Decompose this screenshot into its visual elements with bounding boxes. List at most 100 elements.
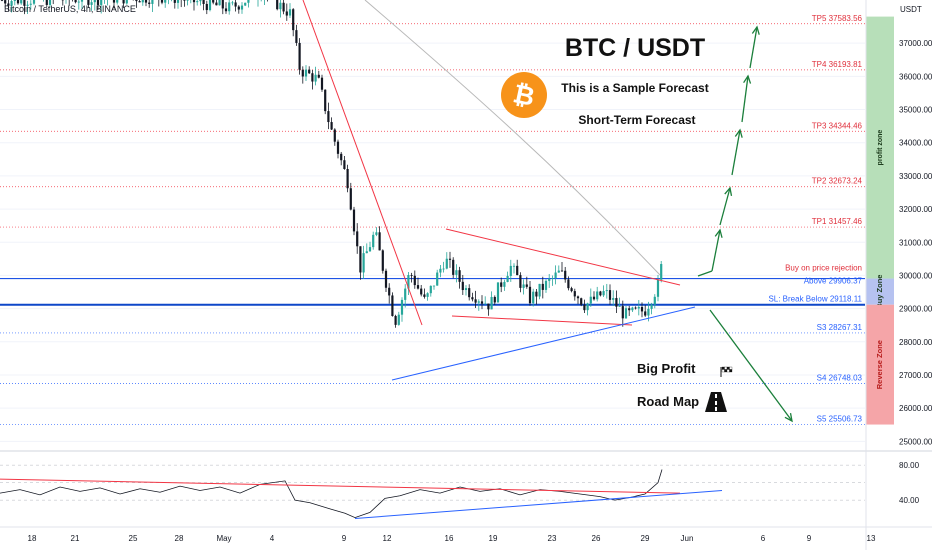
y-tick-label: 30000.00	[899, 271, 932, 280]
candle-body	[199, 0, 201, 1]
candle-body	[580, 298, 582, 305]
candle-body	[593, 297, 595, 300]
roadmap-line-2: Road Map	[637, 394, 699, 409]
x-tick-label: 12	[383, 534, 392, 543]
candle-body	[599, 291, 601, 295]
candle-body	[334, 130, 336, 142]
candle-body	[113, 0, 115, 3]
level-label: TP3 34344.46	[812, 121, 863, 130]
candle-body	[561, 271, 563, 272]
candle-body	[638, 307, 640, 308]
candle-body	[507, 276, 509, 282]
candle-body	[449, 259, 451, 260]
candle-body	[4, 0, 6, 3]
candle-body	[302, 70, 304, 77]
candle-body	[343, 160, 345, 169]
level-label: TP5 37583.56	[812, 14, 863, 23]
candle-body	[14, 0, 16, 1]
candle-body	[289, 9, 291, 15]
candle-body	[612, 298, 614, 300]
indicator-tick-label: 40.00	[899, 496, 920, 505]
candle-body	[145, 0, 147, 3]
flag-cell	[727, 370, 730, 373]
candle-body	[590, 297, 592, 304]
candle-body	[235, 2, 237, 6]
candle-body	[660, 264, 662, 280]
candle-body	[174, 0, 176, 3]
candle-body	[366, 251, 368, 253]
flag-cell	[722, 367, 725, 370]
candle-body	[327, 111, 329, 122]
candle-body	[324, 90, 326, 111]
candle-body	[619, 306, 621, 307]
x-tick-label: 19	[489, 534, 498, 543]
x-tick-label: Jun	[681, 534, 694, 543]
candle-body	[519, 275, 521, 288]
road-marking	[715, 394, 717, 398]
candle-body	[1, 0, 3, 1]
candle-body	[209, 0, 211, 10]
candle-body	[123, 0, 125, 3]
level-label: TP1 31457.46	[812, 217, 863, 226]
candle-body	[94, 0, 96, 2]
candle-body	[414, 276, 416, 285]
y-tick-label: 36000.00	[899, 72, 932, 81]
x-tick-label: 18	[28, 534, 37, 543]
candle-body	[148, 3, 150, 4]
candle-body	[417, 285, 419, 289]
forecast-title: BTC / USDT	[565, 34, 705, 62]
candle-body	[347, 169, 349, 188]
candle-body	[187, 0, 189, 1]
road-marking	[715, 407, 717, 411]
candle-body	[305, 70, 307, 77]
candle-body	[567, 279, 569, 288]
candle-body	[379, 232, 381, 250]
candle-body	[647, 309, 649, 316]
forecast-subtitle-2: Short-Term Forecast	[578, 113, 695, 127]
candle-body	[641, 307, 643, 311]
candle-body	[295, 30, 297, 43]
candle-body	[657, 280, 659, 297]
candle-body	[452, 260, 454, 275]
y-tick-label: 35000.00	[899, 106, 932, 115]
candle-body	[225, 8, 227, 11]
y-tick-label: 32000.00	[899, 205, 932, 214]
flag-cell	[725, 367, 728, 370]
x-tick-label: 21	[71, 534, 80, 543]
candle-body	[283, 3, 285, 12]
candle-body	[455, 270, 457, 275]
currency-label: USDT	[900, 5, 922, 14]
candle-body	[404, 289, 406, 300]
candle-body	[151, 0, 153, 4]
candle-body	[446, 259, 448, 269]
candle-body	[654, 297, 656, 305]
candle-body	[78, 2, 80, 3]
y-tick-label: 29000.00	[899, 305, 932, 314]
candle-body	[315, 75, 317, 82]
candle-body	[382, 250, 384, 270]
candle-body	[644, 311, 646, 315]
candle-body	[484, 304, 486, 305]
candle-body	[494, 297, 496, 302]
zone-label: profit zone	[877, 130, 884, 166]
candle-body	[462, 282, 464, 290]
x-tick-label: 26	[592, 534, 601, 543]
y-tick-label: 28000.00	[899, 338, 932, 347]
candle-body	[398, 315, 400, 325]
x-tick-label: 6	[761, 534, 766, 543]
candle-body	[401, 300, 403, 315]
y-tick-label: 37000.00	[899, 39, 932, 48]
candle-body	[340, 154, 342, 160]
candle-body	[116, 0, 118, 3]
candle-body	[503, 282, 505, 287]
candle-body	[222, 0, 224, 8]
candle-body	[135, 0, 137, 1]
candle-body	[375, 232, 377, 235]
candle-body	[571, 288, 573, 291]
y-tick-label: 34000.00	[899, 139, 932, 148]
candle-body	[491, 297, 493, 309]
candle-body	[369, 247, 371, 251]
candle-body	[363, 253, 365, 272]
candle-body	[321, 78, 323, 90]
x-tick-label: May	[216, 534, 231, 543]
